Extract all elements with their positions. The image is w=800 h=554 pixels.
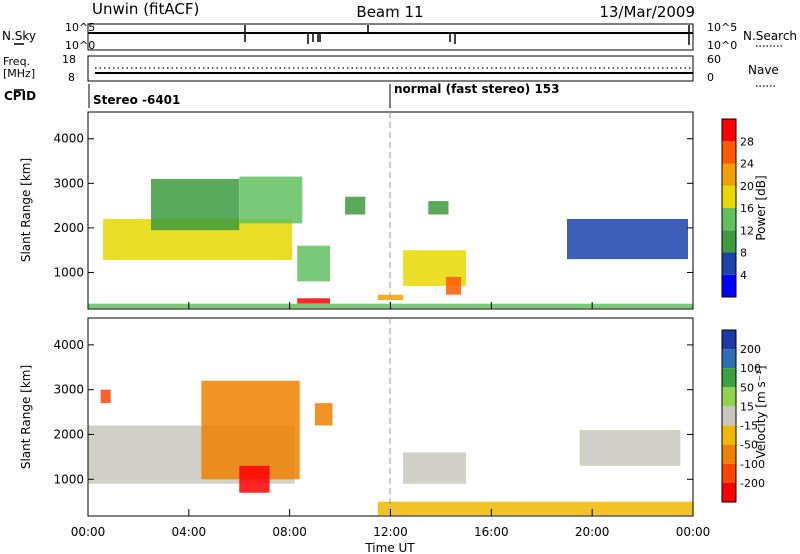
station-title: Unwin (fitACF) bbox=[92, 0, 199, 18]
power-colorbar-tick-4: 20 bbox=[740, 180, 754, 193]
velocity-cell-1 bbox=[201, 380, 300, 480]
power-colorbar-swatch-4 bbox=[722, 185, 736, 209]
velocity-ytick-1: 2000 bbox=[53, 427, 84, 441]
nave-label: Nave bbox=[748, 63, 779, 77]
date-title: 13/Mar/2009 bbox=[599, 3, 695, 21]
xtick-label-3: 12:00 bbox=[373, 525, 408, 539]
freq-frame bbox=[87, 55, 694, 82]
power-colorbar-tick-5: 24 bbox=[740, 158, 754, 171]
velocity-colorbar-tick-4: -15 bbox=[740, 420, 758, 433]
freq-label-1: Freq. bbox=[3, 55, 30, 68]
cpid-label: CPID bbox=[4, 89, 36, 103]
velocity-colorbar-swatch-7 bbox=[722, 463, 736, 483]
power-colorbar-tick-2: 12 bbox=[740, 224, 754, 237]
power-ytick-2: 3000 bbox=[53, 176, 84, 190]
velocity-colorbar-swatch-8 bbox=[722, 482, 736, 502]
velocity-colorbar-swatch-3 bbox=[722, 387, 736, 407]
velocity-cell-7 bbox=[100, 389, 111, 404]
power-colorbar-swatch-2 bbox=[722, 230, 736, 253]
power-cell-10 bbox=[567, 219, 688, 260]
power-colorbar-label: Power [dB] bbox=[754, 175, 768, 240]
freq-tick-top: 18 bbox=[62, 53, 76, 66]
nsky-tick-bottom-left: 10^0 bbox=[65, 39, 95, 52]
power-ytick-3: 4000 bbox=[53, 132, 84, 146]
power-colorbar-tick-3: 16 bbox=[740, 202, 754, 215]
velocity-frame bbox=[87, 317, 694, 517]
nsky-tick-bottom-right: 10^0 bbox=[707, 39, 737, 52]
velocity-colorbar-swatch-1 bbox=[722, 349, 736, 369]
velocity-cell-5 bbox=[403, 452, 467, 484]
power-cell-5 bbox=[345, 196, 366, 215]
velocity-cell-6 bbox=[579, 430, 681, 466]
power-colorbar-swatch-1 bbox=[722, 252, 736, 275]
velocity-colorbar-tick-0: 200 bbox=[740, 343, 761, 356]
velocity-colorbar-swatch-5 bbox=[722, 425, 736, 445]
power-ytick-1: 2000 bbox=[53, 221, 84, 235]
power-cell-9 bbox=[428, 201, 449, 215]
power-panel: 1000 2000 3000 4000 Slant Range [km] bbox=[19, 111, 694, 310]
nsky-frame bbox=[87, 23, 694, 51]
power-cell-1 bbox=[151, 178, 240, 231]
cpid-segment-1: Stereo -6401 bbox=[93, 93, 180, 107]
xtick-label-2: 08:00 bbox=[272, 525, 307, 539]
nsky-tick-top-left: 10^5 bbox=[65, 21, 95, 34]
xtick-label-6: 00:00 bbox=[676, 525, 711, 539]
power-colorbar-swatch-7 bbox=[722, 119, 736, 142]
velocity-panel: 1000 2000 3000 4000 00:00 04:00 08:00 12:00 16:… bbox=[19, 302, 710, 554]
velocity-xlabel: Time UT bbox=[364, 541, 415, 554]
power-colorbar-swatch-0 bbox=[722, 274, 736, 298]
freq-strip: Freq. [MHz] 18 8 60 0 Nave bbox=[3, 53, 779, 87]
velocity-colorbar-tick-2: 50 bbox=[740, 381, 754, 394]
freq-tick-bottom: 8 bbox=[68, 71, 75, 84]
power-cell-2 bbox=[239, 176, 303, 224]
velocity-colorbar-swatch-4 bbox=[722, 406, 736, 426]
velocity-ytick-0: 1000 bbox=[53, 472, 84, 486]
velocity-colorbar-tick-1: 100 bbox=[740, 362, 761, 375]
nsky-label: N.Sky bbox=[2, 29, 36, 43]
freq-label-2: [MHz] bbox=[3, 67, 35, 80]
velocity-colorbar-swatch-2 bbox=[722, 368, 736, 388]
velocity-ytick-2: 3000 bbox=[53, 383, 84, 397]
velocity-colorbar-tick-7: -200 bbox=[740, 477, 765, 490]
velocity-colorbar: 200 100 50 15 -15 -50 -100 -200 Velocity [m s⁻¹… bbox=[721, 329, 768, 503]
nsearch-label: N.Search bbox=[743, 29, 797, 43]
power-colorbar-tick-6: 28 bbox=[740, 135, 754, 148]
velocity-cell-3 bbox=[314, 403, 333, 426]
velocity-cell-4 bbox=[377, 501, 693, 516]
velocity-colorbar-swatch-6 bbox=[722, 444, 736, 464]
power-colorbar-tick-1: 8 bbox=[740, 247, 747, 260]
xtick-label-5: 20:00 bbox=[575, 525, 610, 539]
power-cell-3 bbox=[297, 298, 330, 304]
xtick-label-4: 16:00 bbox=[474, 525, 509, 539]
cpid-segment-2: normal (fast stereo) 153 bbox=[394, 82, 560, 96]
velocity-ytick-3: 4000 bbox=[53, 338, 84, 352]
nsky-tick-top-right: 10^5 bbox=[707, 21, 737, 34]
power-colorbar-swatch-3 bbox=[722, 208, 736, 231]
velocity-colorbar-tick-6: -100 bbox=[740, 458, 765, 471]
nsky-strip: N.Sky 10^5 10^0 10^5 10^0 N.Search bbox=[2, 21, 797, 52]
power-colorbar-swatch-6 bbox=[722, 141, 736, 164]
xtick-label-0: 00:00 bbox=[71, 525, 106, 539]
cpid-strip: CPID Stereo -6401 normal (fast stereo) 1… bbox=[4, 82, 560, 108]
power-colorbar-swatch-5 bbox=[722, 163, 736, 186]
power-cell-8 bbox=[446, 276, 462, 295]
xtick-label-1: 04:00 bbox=[172, 525, 207, 539]
beam-title: Beam 11 bbox=[356, 3, 423, 21]
power-colorbar: 4 8 12 16 20 24 28 Power [dB] bbox=[721, 118, 768, 298]
nave-tick-bottom: 0 bbox=[707, 71, 714, 84]
velocity-cell-2 bbox=[239, 465, 270, 493]
velocity-colorbar-swatch-0 bbox=[722, 330, 736, 350]
power-ylabel: Slant Range [km] bbox=[19, 158, 33, 262]
velocity-colorbar-tick-3: 15 bbox=[740, 400, 754, 413]
power-ytick-0: 1000 bbox=[53, 265, 84, 279]
nave-tick-top: 60 bbox=[707, 53, 721, 66]
velocity-ylabel: Slant Range [km] bbox=[19, 365, 33, 469]
power-cell-4 bbox=[297, 245, 330, 282]
velocity-colorbar-tick-5: -50 bbox=[740, 439, 758, 452]
power-colorbar-tick-0: 4 bbox=[740, 269, 747, 282]
velocity-colorbar-label: Velocity [m s⁻¹] bbox=[754, 365, 768, 458]
